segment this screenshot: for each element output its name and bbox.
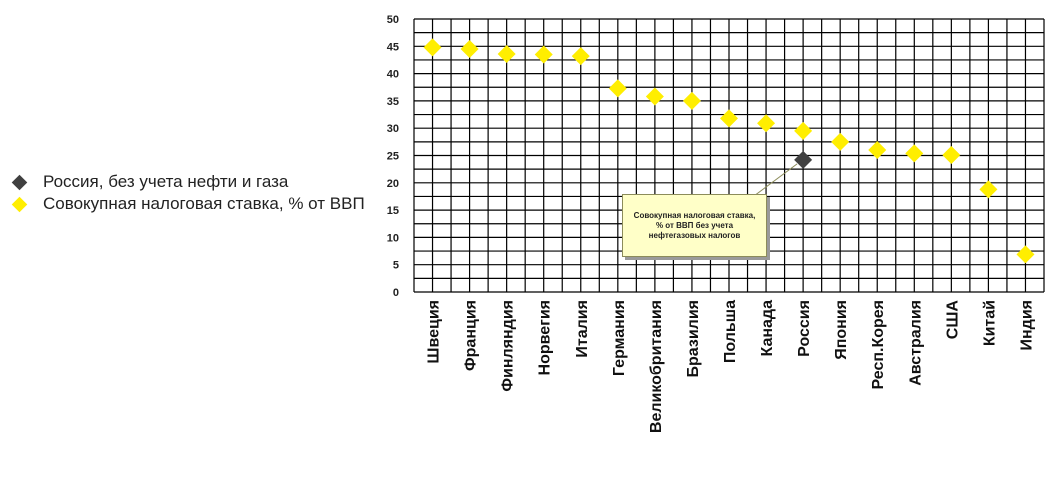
- y-tick-label: 35: [387, 96, 399, 108]
- x-tick-label: Норвегия: [537, 300, 554, 375]
- data-point-total-tax: [757, 114, 776, 133]
- x-tick-label: Швеция: [426, 300, 443, 364]
- y-tick-label: 0: [393, 287, 399, 299]
- x-tick-label: Япония: [833, 300, 850, 360]
- annotation-callout: Совокупная налоговая ставка, % от ВВП бе…: [622, 194, 767, 257]
- data-point-total-tax: [1016, 245, 1035, 264]
- y-tick-label: 5: [393, 260, 399, 272]
- data-point-total-tax: [868, 141, 887, 160]
- x-tick-label: Бразилия: [685, 300, 702, 378]
- y-tick-label: 50: [387, 14, 399, 26]
- x-tick-label: Финляндия: [500, 300, 517, 392]
- y-tick-label: 20: [387, 178, 399, 190]
- x-tick-label: Респ.Корея: [870, 300, 887, 390]
- data-point-total-tax: [720, 109, 738, 128]
- x-tick-label: Польша: [722, 300, 739, 363]
- legend-marker-dark-diamond-icon: [11, 174, 28, 191]
- data-point-russia-non-oil: [794, 150, 813, 169]
- legend-label: Россия, без учета нефти и газа: [43, 172, 289, 191]
- legend-marker-yellow-diamond-icon: [11, 196, 28, 213]
- x-tick-label: Индия: [1018, 300, 1035, 351]
- data-point-total-tax: [534, 45, 553, 64]
- data-point-total-tax: [497, 44, 516, 63]
- x-tick-label: США: [944, 300, 961, 340]
- x-tick-label: Германия: [611, 300, 628, 376]
- data-point-total-tax: [979, 180, 998, 199]
- x-tick-label: Австралия: [907, 300, 924, 386]
- x-axis-ticks: Швеция Франция Финляндия Норвегия Италия Герм…: [426, 300, 1036, 434]
- annotation-pointer: [749, 163, 798, 200]
- data-point-total-tax: [794, 121, 813, 140]
- data-point-total-tax: [460, 40, 479, 59]
- x-tick-label: Канада: [759, 300, 776, 357]
- annotation-text: Совокупная налоговая ставка, % от ВВП бе…: [633, 210, 756, 240]
- x-tick-label: Россия: [796, 300, 813, 357]
- data-point-total-tax: [905, 144, 924, 163]
- data-point-total-tax: [608, 79, 627, 98]
- x-tick-label: Италия: [574, 300, 591, 358]
- data-point-total-tax: [423, 38, 442, 57]
- y-axis-ticks: 0 5 10 15 20 25 30 35 40 45 50: [387, 14, 399, 299]
- x-tick-label: Великобритания: [648, 300, 665, 433]
- x-tick-label: Китай: [981, 300, 998, 346]
- y-tick-label: 45: [387, 41, 399, 53]
- legend-item-russia-non-oil: Россия, без учета нефти и газа: [10, 172, 370, 192]
- y-tick-label: 30: [387, 123, 399, 135]
- legend: Россия, без учета нефти и газа Совокупна…: [10, 172, 370, 216]
- data-point-total-tax: [645, 87, 664, 106]
- y-tick-label: 10: [387, 232, 399, 244]
- data-point-total-tax: [831, 132, 850, 151]
- chart-marks: [423, 38, 1035, 264]
- data-point-total-tax: [571, 47, 590, 66]
- x-tick-label: Франция: [463, 300, 480, 371]
- legend-label: Совокупная налоговая ставка, % от ВВП: [43, 194, 365, 213]
- legend-item-total-tax-rate: Совокупная налоговая ставка, % от ВВП: [10, 194, 370, 214]
- y-tick-label: 25: [387, 151, 399, 163]
- data-point-total-tax: [942, 145, 961, 164]
- data-point-total-tax: [682, 91, 701, 110]
- y-tick-label: 40: [387, 69, 399, 81]
- y-tick-label: 15: [387, 205, 399, 217]
